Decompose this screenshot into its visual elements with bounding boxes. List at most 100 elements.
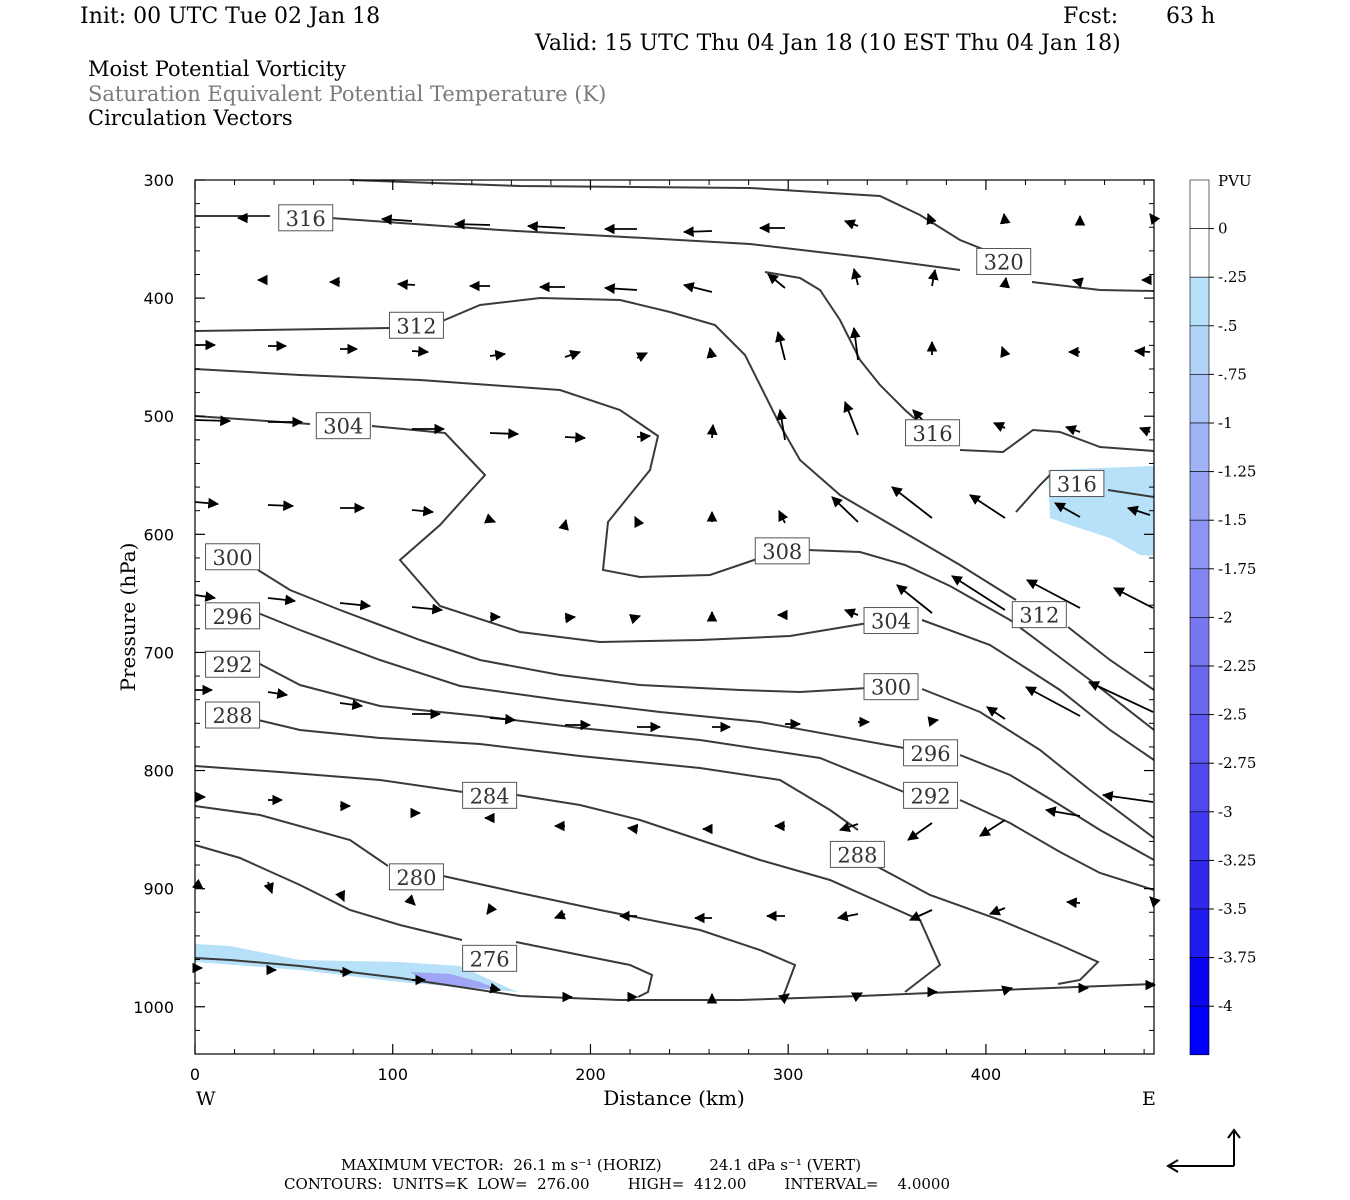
contour-label: 296 (213, 605, 253, 629)
y-tick-label: 800 (143, 762, 174, 781)
colorbar-swatch (1189, 908, 1210, 958)
circulation-vector (453, 218, 491, 230)
circulation-vector (849, 326, 861, 361)
contour-label: 276 (470, 947, 510, 971)
circulation-vector (706, 346, 718, 359)
colorbar-swatch (1189, 957, 1210, 1007)
x-tick-label: 400 (971, 1065, 1002, 1084)
pv-shading (195, 466, 1154, 992)
colorbar-level-label: -2 (1218, 608, 1233, 626)
contour-label: 308 (762, 540, 802, 564)
contour-276 (194, 844, 654, 998)
contour-label-box (388, 863, 444, 891)
circulation-vector (767, 273, 786, 289)
plot-frame (194, 179, 1155, 1055)
y-tick-label: 900 (143, 880, 174, 899)
circulation-vector (836, 910, 859, 922)
colorbar-level-label: -1.25 (1218, 463, 1256, 481)
contour-label: 316 (286, 207, 326, 231)
contour-labels: 316 320 312 304 316 316 308 300 312 296 304 292 300 2… (205, 204, 1105, 972)
circulation-vector (1065, 897, 1081, 909)
colorbar-swatch (1189, 276, 1210, 327)
field-title-vectors: Circulation Vectors (88, 106, 293, 130)
circulation-vector (603, 283, 638, 294)
contour-label: 316 (912, 422, 952, 446)
contour-label-box (754, 537, 810, 565)
field-title-mpv: Moist Potential Vorticity (88, 57, 346, 81)
y-tick-label: 300 (143, 171, 174, 190)
circulation-vector (1000, 345, 1011, 358)
contour-label: 292 (213, 653, 253, 677)
contour-308 (194, 368, 1155, 731)
contour-316-mid (764, 271, 931, 433)
contour-320 (349, 179, 1006, 259)
circulation-vector (1126, 505, 1151, 517)
colorbar-swatch (1189, 811, 1210, 861)
colorbar-level-label: -4 (1218, 997, 1233, 1015)
x-tick-label: 200 (575, 1065, 606, 1084)
circulation-vector (564, 432, 587, 443)
colorbar-level-label: 0 (1218, 220, 1228, 238)
circulation-vector (775, 330, 786, 361)
circulation-vector (969, 494, 1006, 519)
circulation-vector (526, 221, 566, 232)
circulation-vector (489, 713, 517, 725)
y-tick-label: 500 (143, 407, 174, 426)
contour-288 (257, 719, 1100, 985)
contour-312-lower (1067, 626, 1155, 691)
circulation-vector (843, 608, 859, 619)
circulation-vector (927, 716, 940, 727)
colorbar-level-label: -1.75 (1218, 560, 1256, 578)
x-axis: 0 100 200 300 400 (190, 180, 1145, 1084)
colorbar-swatch (1189, 1005, 1210, 1056)
contour-label: 300 (871, 676, 911, 700)
contour-304 (194, 415, 1155, 761)
valid-time: Valid: 15 UTC Thu 04 Jan 18 (10 EST Thu … (535, 31, 1121, 56)
circulation-vector (831, 496, 859, 523)
circulation-vector (1044, 806, 1081, 818)
contour-label-box (829, 840, 885, 868)
circulation-vector (776, 408, 787, 441)
contour-label: 316 (1057, 473, 1097, 497)
circulation-vector (951, 575, 1006, 611)
colorbar-swatch (1189, 617, 1210, 667)
circulation-vector (778, 510, 789, 524)
circulation-vector (564, 612, 577, 624)
circulation-vector (629, 613, 642, 625)
colorbar-level-label: -2.75 (1218, 754, 1256, 772)
circulation-vector (636, 431, 652, 443)
circulation-vector (1071, 277, 1084, 288)
contour-label: 300 (213, 546, 253, 570)
circulation-vector (682, 282, 713, 293)
circulation-vector (907, 822, 933, 841)
circulation-vector (404, 894, 416, 906)
contour-label: 296 (911, 742, 951, 766)
circulation-vector (1133, 346, 1151, 358)
contour-312-upper (194, 296, 1017, 601)
circulation-vector (267, 688, 289, 699)
y-tick-label: 1000 (133, 998, 174, 1017)
y-tick-label: 400 (143, 289, 174, 308)
circulation-vector (489, 982, 502, 994)
contour-label: 312 (396, 314, 436, 338)
circulation-vector (194, 415, 232, 427)
circulation-vector (489, 349, 507, 361)
contour-label: 288 (213, 704, 253, 728)
circulation-vector (999, 276, 1010, 289)
circulation-vector (267, 594, 297, 606)
circulation-vector (1149, 213, 1161, 226)
y-tick-label: 700 (143, 643, 174, 662)
circulation-vector (851, 267, 862, 286)
circulation-vector (553, 909, 567, 920)
circulation-vector (1149, 896, 1161, 908)
circulation-vector (411, 346, 430, 357)
colorbar-level-label: -1 (1218, 414, 1233, 432)
circulation-vector (1026, 579, 1081, 609)
contour-label: 304 (871, 610, 911, 634)
circulation-vector (927, 268, 939, 287)
colorbar-level-label: -3.75 (1218, 949, 1256, 967)
contour-label-box (905, 419, 961, 447)
colorbar-level-label: -.5 (1218, 317, 1237, 335)
colorbar-swatch (1189, 325, 1210, 375)
circulation-vector (1088, 681, 1154, 713)
